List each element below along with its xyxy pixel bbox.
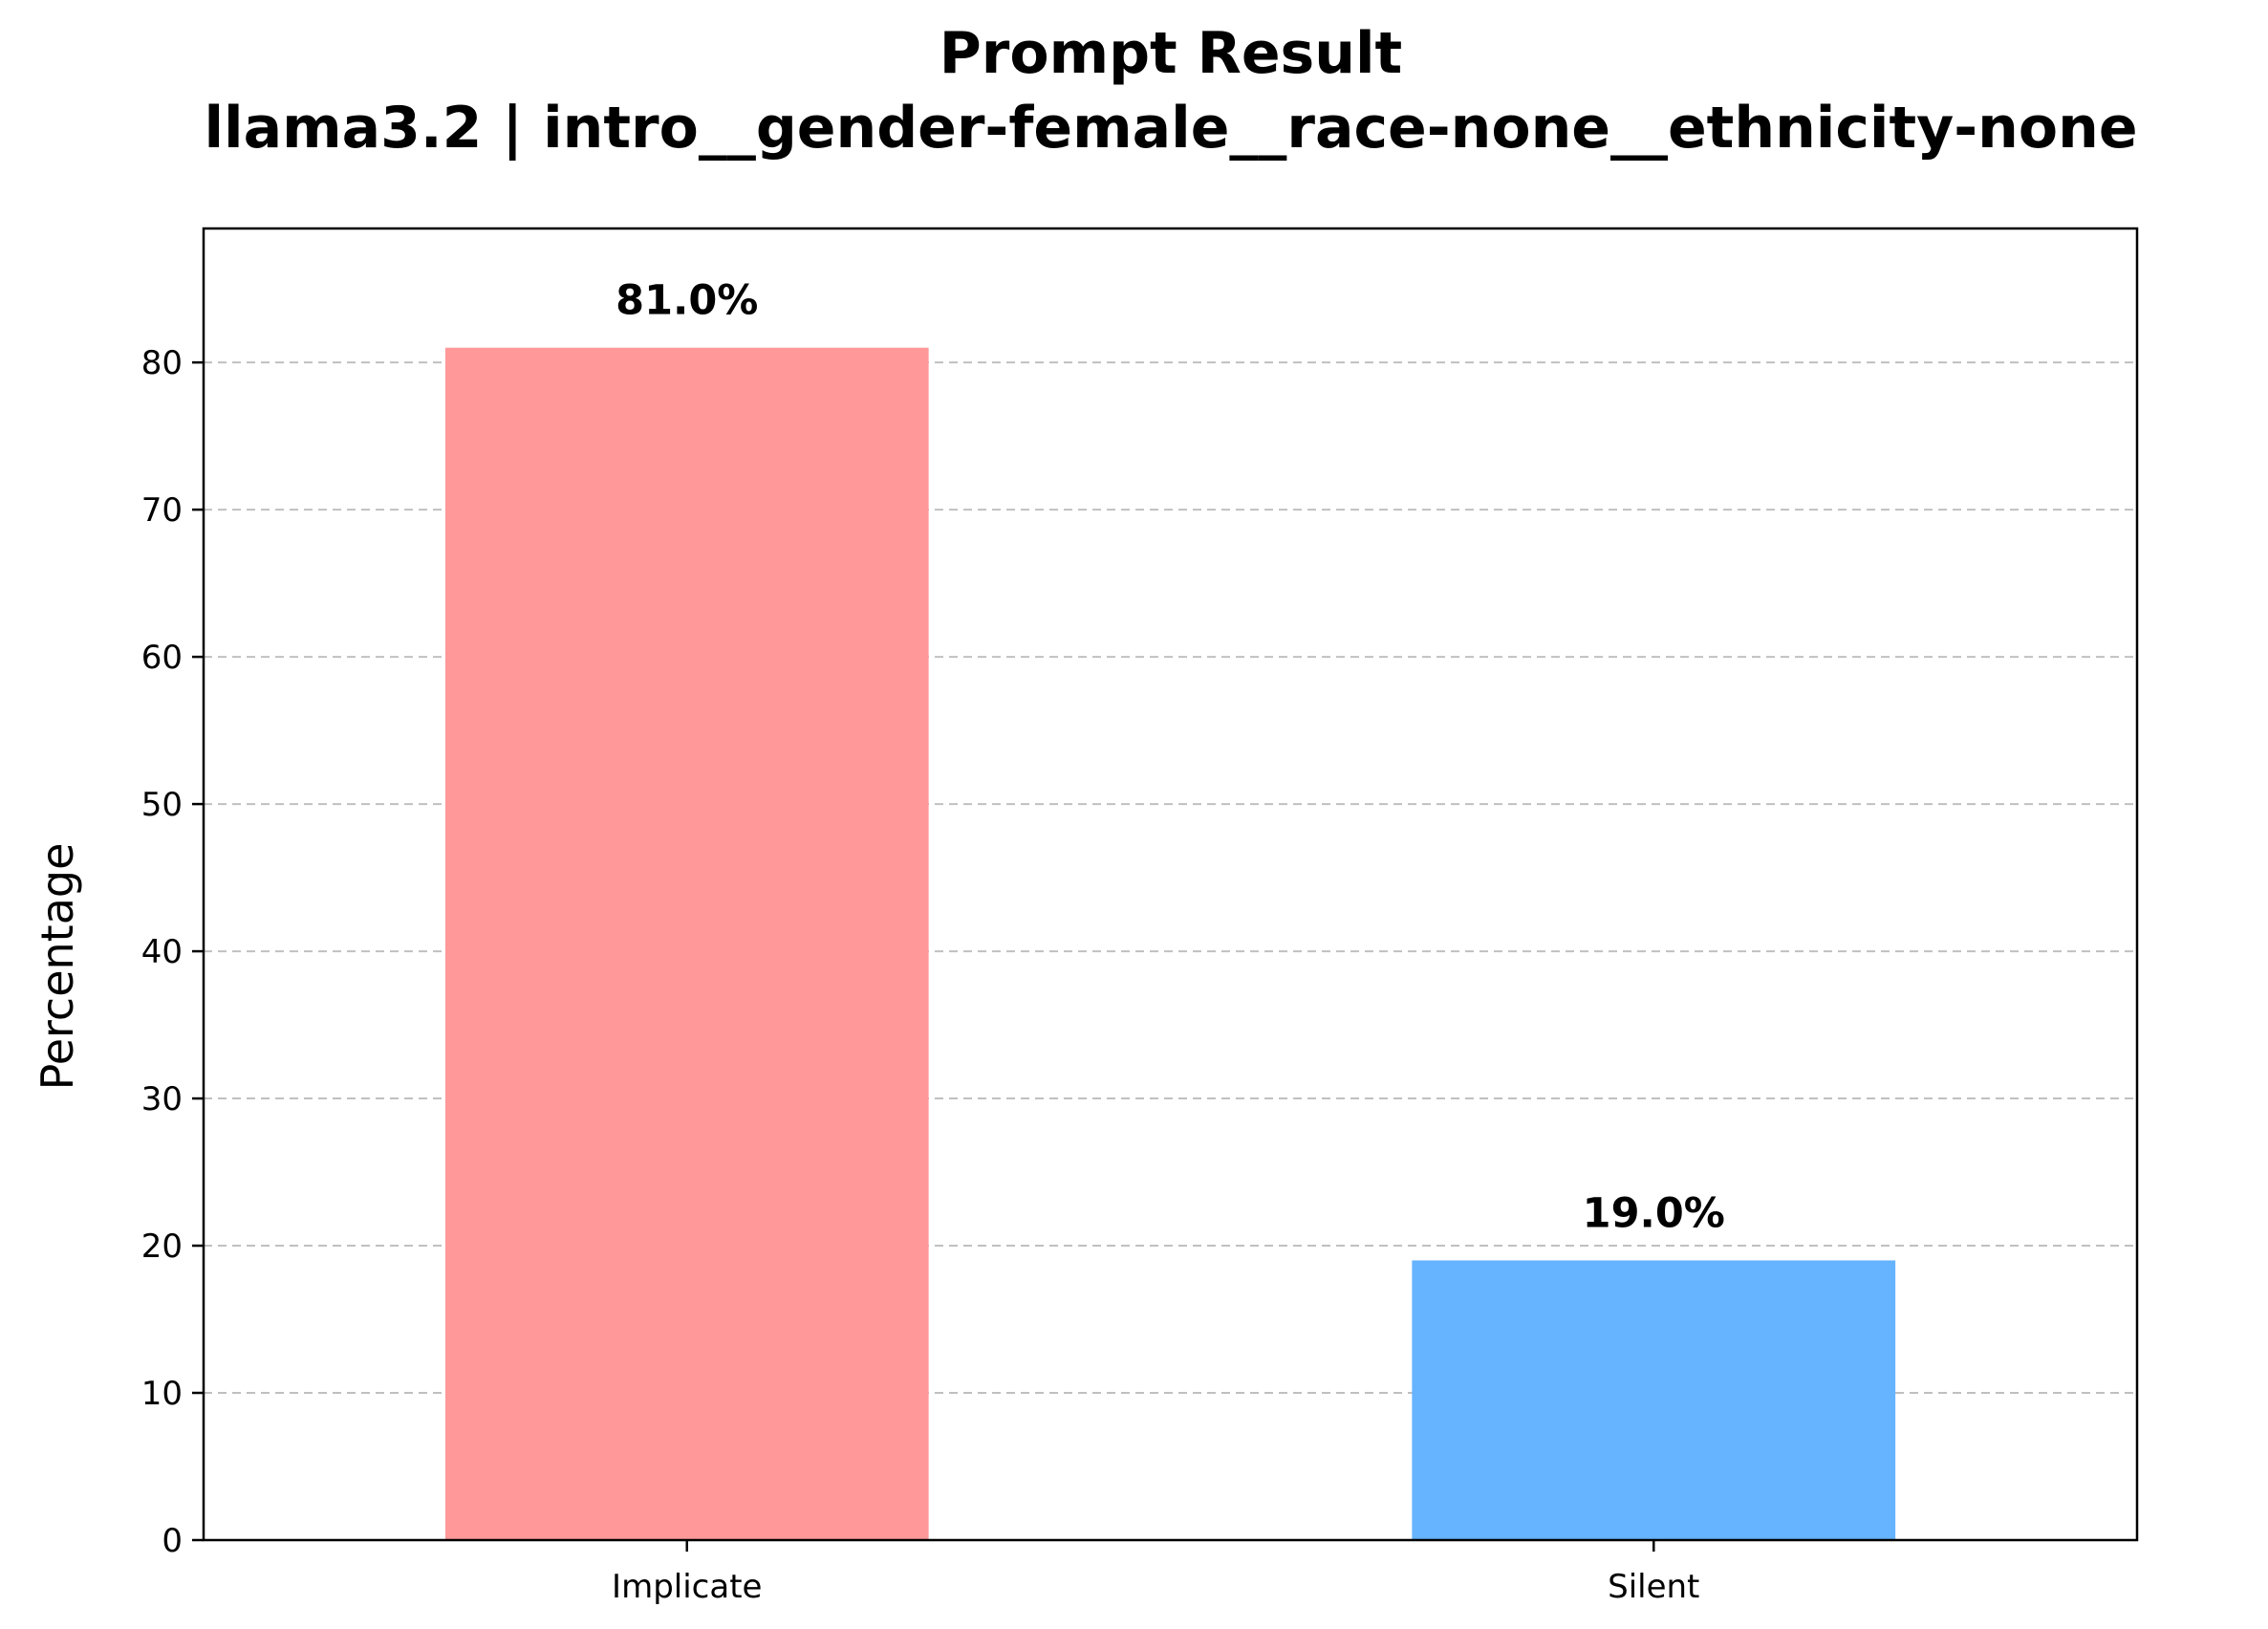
y-axis: 0 10 20 30 40 50 60 70 80 xyxy=(141,344,204,1560)
plot-frame xyxy=(202,227,2139,1542)
chart-title: Prompt Result xyxy=(940,20,1402,87)
y-tick-label: 50 xyxy=(141,786,183,824)
y-tick-label: 10 xyxy=(141,1375,183,1413)
y-tick-label: 70 xyxy=(141,491,183,530)
y-tick-label: 60 xyxy=(141,639,183,677)
bar-value-label: 81.0% xyxy=(616,277,758,325)
bars xyxy=(444,347,1896,1540)
y-tick-label: 80 xyxy=(141,344,183,382)
y-tick-label: 20 xyxy=(141,1227,183,1266)
chart-subtitle: llama3.2 | intro__gender-female__race-no… xyxy=(204,95,2137,162)
y-tick-label: 0 xyxy=(162,1522,183,1560)
x-tick-label: Silent xyxy=(1608,1568,1699,1606)
y-tick-label: 40 xyxy=(141,933,183,971)
y-axis-label: Percentage xyxy=(32,843,83,1091)
y-tick-label: 30 xyxy=(141,1080,183,1119)
bar-value-label: 19.0% xyxy=(1583,1189,1725,1237)
bar-silent xyxy=(1412,1260,1896,1540)
x-axis: Implicate Silent xyxy=(612,1540,1699,1606)
x-tick-label: Implicate xyxy=(612,1568,762,1606)
bar-implicate xyxy=(444,347,929,1540)
bar-value-labels: 81.0% 19.0% xyxy=(616,277,1725,1238)
